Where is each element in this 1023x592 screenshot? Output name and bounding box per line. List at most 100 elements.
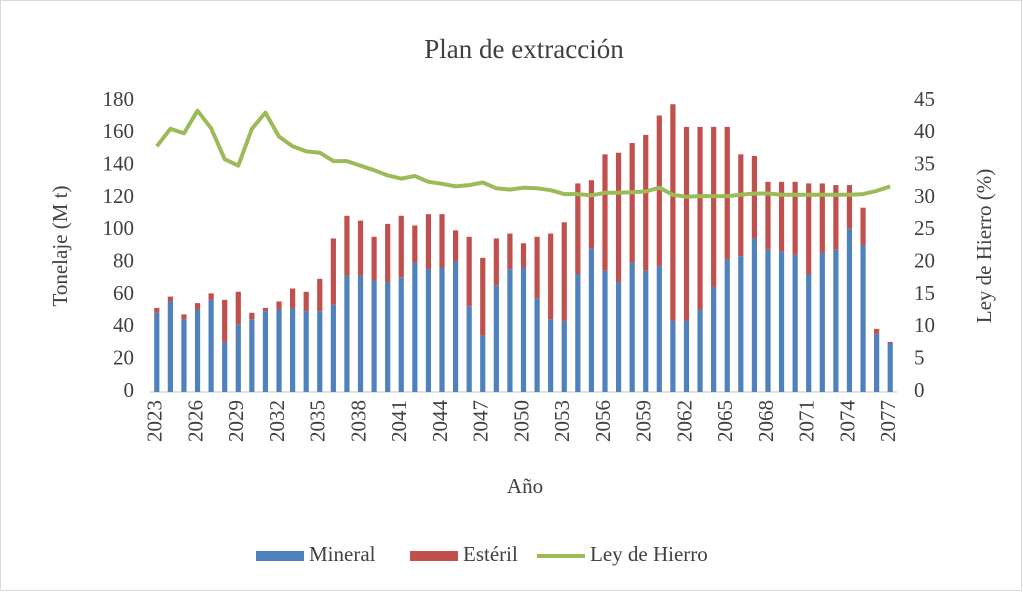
- x-tick-label: 2038: [346, 400, 370, 442]
- x-tick-label: 2041: [387, 400, 411, 442]
- bar: [357, 220, 364, 276]
- bar: [425, 269, 432, 392]
- bar: [806, 183, 812, 274]
- bar: [643, 270, 649, 392]
- bar: [480, 335, 486, 392]
- bar: [778, 251, 785, 392]
- bar: [480, 257, 486, 336]
- bar: [520, 243, 527, 268]
- bar: [874, 328, 880, 334]
- bar: [235, 324, 241, 392]
- bar: [290, 307, 296, 392]
- y2-tick-label: 0: [914, 378, 925, 402]
- y2-tick-label: 15: [914, 281, 935, 305]
- bar: [208, 293, 214, 300]
- bar: [846, 185, 853, 229]
- bar: [751, 155, 757, 239]
- bar: [738, 154, 744, 257]
- bar: [452, 261, 459, 392]
- bar: [602, 270, 608, 392]
- bar: [181, 319, 187, 392]
- bar: [833, 185, 839, 250]
- x-tick-label: 2050: [509, 400, 533, 442]
- y-tick-label: 140: [103, 151, 135, 175]
- bar: [181, 314, 187, 320]
- y2-tick-label: 35: [914, 151, 935, 175]
- bar: [765, 181, 771, 250]
- bar: [208, 299, 214, 392]
- bar: [262, 307, 269, 312]
- x-tick-label: 2044: [428, 400, 452, 443]
- y-tick-label: 0: [124, 378, 135, 402]
- bar: [344, 275, 350, 392]
- bar: [371, 236, 377, 281]
- x-tick-label: 2047: [469, 400, 493, 442]
- bar: [602, 154, 608, 271]
- bar: [371, 280, 377, 392]
- y-tick-label: 180: [103, 87, 135, 111]
- x-tick-label: 2023: [143, 400, 167, 442]
- bar: [466, 236, 472, 307]
- bar: [683, 126, 690, 321]
- bar: [697, 126, 703, 310]
- bar: [615, 152, 622, 283]
- legend-label: Estéril: [463, 542, 518, 566]
- y-tick-label: 160: [103, 119, 135, 143]
- bar: [561, 320, 567, 392]
- bar: [860, 244, 866, 392]
- bar: [819, 183, 825, 253]
- bar: [738, 256, 744, 392]
- bar: [806, 273, 812, 392]
- bar: [874, 333, 880, 392]
- bar: [588, 248, 595, 392]
- y2-tick-label: 40: [914, 119, 935, 143]
- x-tick-label: 2053: [550, 400, 574, 442]
- line: [155, 108, 891, 199]
- y-tick-label: 40: [113, 313, 134, 337]
- bar: [534, 298, 540, 392]
- legend-swatch: [410, 551, 458, 561]
- bar: [751, 238, 757, 392]
- bar: [452, 230, 459, 262]
- bar: [154, 307, 160, 313]
- y-tick-label: 120: [103, 184, 135, 208]
- bar: [398, 215, 404, 278]
- bar: [330, 304, 336, 392]
- bar: [670, 104, 676, 321]
- bar: [711, 126, 717, 287]
- bar: [330, 238, 336, 305]
- x-tick-label: 2065: [713, 400, 737, 442]
- bar: [643, 134, 649, 271]
- bar: [235, 291, 241, 325]
- bar: [249, 319, 255, 392]
- bar: [656, 115, 662, 266]
- legend-label: Mineral: [309, 542, 376, 566]
- bar: [194, 309, 201, 392]
- bar: [439, 214, 445, 268]
- bar: [154, 312, 160, 392]
- bar: [167, 296, 173, 302]
- bar: [412, 225, 418, 263]
- bar: [276, 301, 282, 310]
- bar: [507, 269, 513, 392]
- bar: [765, 249, 771, 392]
- bar: [303, 291, 309, 312]
- y-tick-label: 60: [113, 281, 134, 305]
- bar: [656, 265, 662, 392]
- bar: [629, 262, 635, 392]
- bar: [548, 233, 554, 320]
- bar: [507, 233, 513, 270]
- y-tick-label: 100: [103, 216, 135, 240]
- bar: [588, 180, 595, 249]
- bar: [466, 306, 472, 392]
- bar: [385, 282, 391, 392]
- y-tick-label: 20: [113, 345, 134, 369]
- bar: [290, 288, 296, 308]
- bar: [887, 343, 893, 392]
- x-tick-label: 2026: [183, 400, 207, 442]
- x-tick-label: 2059: [632, 400, 656, 442]
- bar: [846, 228, 853, 392]
- legend-label: Ley de Hierro: [590, 542, 708, 566]
- bar: [792, 181, 798, 255]
